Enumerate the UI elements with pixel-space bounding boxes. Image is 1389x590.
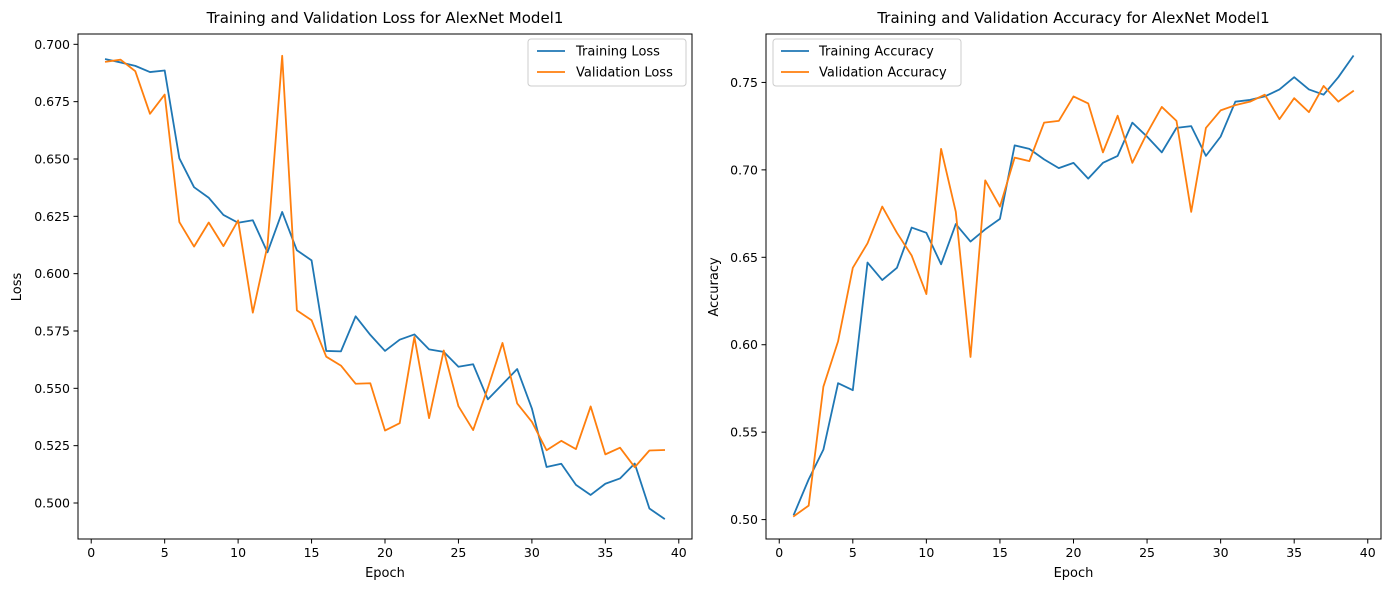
loss-legend-box bbox=[527, 38, 687, 87]
accuracy-ytick-label: 0.65 bbox=[730, 250, 758, 265]
accuracy-chart-title: Training and Validation Accuracy for Ale… bbox=[876, 9, 1269, 27]
loss-xtick-label: 25 bbox=[450, 545, 466, 560]
loss-xtick-label: 20 bbox=[377, 545, 393, 560]
accuracy-xtick-label: 30 bbox=[1213, 545, 1229, 560]
loss-xtick-label: 35 bbox=[597, 545, 613, 560]
loss-ytick-label: 0.625 bbox=[34, 209, 70, 224]
loss-ytick-label: 0.525 bbox=[34, 438, 70, 453]
loss-chart-lines bbox=[104, 54, 666, 520]
loss-legend-label-training: Training Loss bbox=[575, 45, 660, 60]
accuracy-series-validation-accuracy bbox=[792, 85, 1355, 518]
loss-xtick-label: 40 bbox=[671, 545, 687, 560]
loss-chart-legend: Training Loss Validation Loss bbox=[527, 38, 687, 87]
loss-ytick-label: 0.600 bbox=[34, 266, 70, 281]
accuracy-legend-label-validation: Validation Accuracy bbox=[819, 66, 947, 81]
accuracy-ytick-label: 0.50 bbox=[730, 512, 758, 527]
accuracy-chart-xlabel: Epoch bbox=[1054, 566, 1094, 581]
accuracy-xtick-label: 20 bbox=[1066, 545, 1082, 560]
accuracy-xtick-label: 0 bbox=[775, 545, 783, 560]
loss-chart-title: Training and Validation Loss for AlexNet… bbox=[206, 9, 564, 27]
accuracy-xtick-label: 10 bbox=[918, 545, 934, 560]
loss-series-validation-loss bbox=[104, 54, 666, 469]
accuracy-ytick-label: 0.75 bbox=[730, 75, 758, 90]
accuracy-chart-panel: Training and Validation Accuracy for Ale… bbox=[707, 9, 1382, 581]
accuracy-chart-ticks: 0 5 10 15 20 25 30 35 40 0.50 0.55 0.60 0.65 0.70 0.75 bbox=[730, 75, 1376, 560]
loss-chart-ticks: 0 5 10 15 20 25 30 35 40 0.500 0.525 0.550 0.575 0.60… bbox=[34, 37, 687, 560]
accuracy-chart-frame bbox=[765, 33, 1382, 540]
accuracy-ytick-label: 0.55 bbox=[730, 425, 758, 440]
accuracy-xtick-label: 40 bbox=[1360, 545, 1376, 560]
accuracy-legend-box bbox=[772, 38, 962, 87]
loss-series-training-loss bbox=[104, 58, 666, 520]
accuracy-chart-ylabel: Accuracy bbox=[707, 257, 722, 317]
loss-chart-xlabel: Epoch bbox=[365, 566, 405, 581]
accuracy-legend-label-training: Training Accuracy bbox=[818, 45, 934, 60]
loss-chart-ylabel: Loss bbox=[10, 273, 25, 302]
loss-legend-label-validation: Validation Loss bbox=[576, 66, 673, 81]
loss-ytick-label: 0.650 bbox=[34, 151, 70, 166]
loss-ytick-label: 0.700 bbox=[34, 37, 70, 52]
loss-ytick-label: 0.575 bbox=[34, 323, 70, 338]
loss-ytick-label: 0.675 bbox=[34, 94, 70, 109]
accuracy-ytick-label: 0.70 bbox=[730, 162, 758, 177]
accuracy-chart-lines bbox=[792, 54, 1355, 518]
loss-chart-panel: Training and Validation Loss for AlexNet… bbox=[10, 9, 693, 581]
loss-xtick-label: 30 bbox=[524, 545, 540, 560]
loss-chart-frame bbox=[77, 33, 693, 540]
accuracy-chart-legend: Training Accuracy Validation Accuracy bbox=[772, 38, 962, 87]
accuracy-xtick-label: 5 bbox=[849, 545, 857, 560]
loss-ytick-label: 0.500 bbox=[34, 495, 70, 510]
loss-ytick-label: 0.550 bbox=[34, 381, 70, 396]
accuracy-xtick-label: 25 bbox=[1139, 545, 1155, 560]
loss-xtick-label: 0 bbox=[87, 545, 95, 560]
loss-xtick-label: 15 bbox=[304, 545, 320, 560]
accuracy-xtick-label: 35 bbox=[1286, 545, 1302, 560]
accuracy-xtick-label: 15 bbox=[992, 545, 1008, 560]
accuracy-ytick-label: 0.60 bbox=[730, 337, 758, 352]
loss-xtick-label: 5 bbox=[161, 545, 169, 560]
loss-xtick-label: 10 bbox=[230, 545, 246, 560]
